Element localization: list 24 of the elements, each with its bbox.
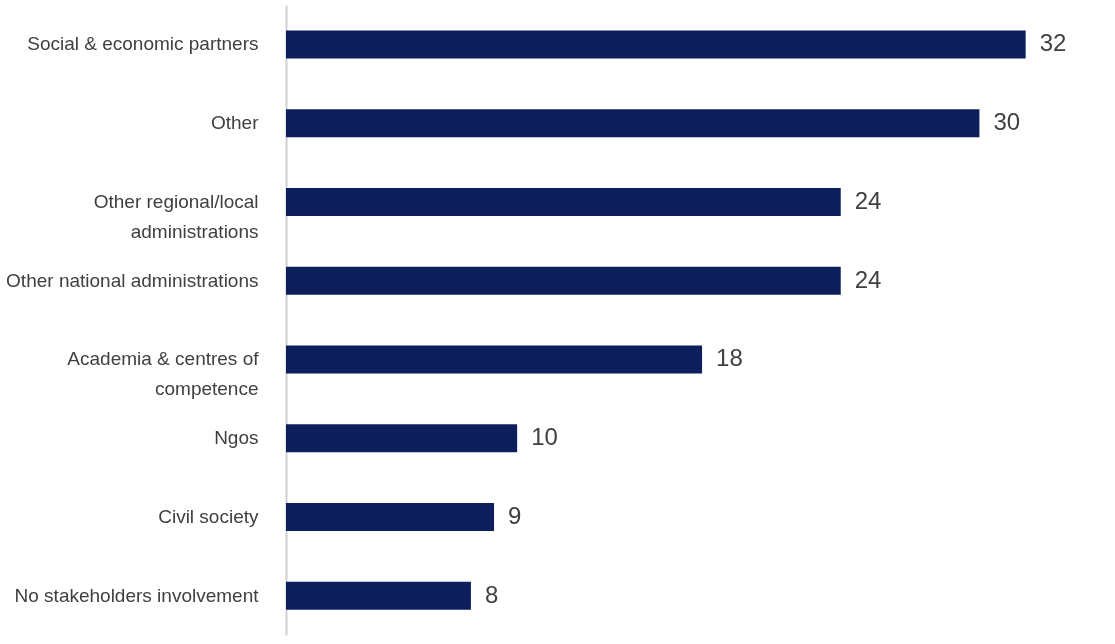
data-label: 8 bbox=[484, 580, 499, 608]
data-label: 32 bbox=[1039, 29, 1067, 57]
y-tick-label: Other national administrations bbox=[6, 269, 259, 291]
y-tick-label: Civil society bbox=[158, 505, 259, 527]
y-tick-label: Academia & centres of competence bbox=[67, 348, 260, 400]
data-label: 24 bbox=[854, 265, 882, 293]
bar bbox=[286, 502, 495, 531]
bar bbox=[286, 581, 471, 610]
y-tick-label: Other bbox=[210, 112, 260, 134]
bar bbox=[286, 30, 1026, 59]
y-tick-label: Other regional/local administrations bbox=[93, 190, 259, 242]
data-label: 10 bbox=[531, 423, 558, 451]
data-label: 30 bbox=[993, 108, 1021, 136]
bar bbox=[286, 424, 518, 453]
y-tick-label: Social & economic partners bbox=[27, 33, 259, 55]
bar bbox=[286, 109, 980, 138]
data-label: 24 bbox=[854, 186, 882, 214]
data-label: 18 bbox=[716, 344, 743, 372]
bar bbox=[286, 187, 841, 216]
y-tick-label: No stakeholders involvement bbox=[14, 584, 260, 606]
bar bbox=[286, 345, 703, 374]
data-label: 9 bbox=[508, 501, 522, 529]
bar bbox=[286, 266, 841, 295]
y-tick-label: Ngos bbox=[214, 427, 259, 449]
